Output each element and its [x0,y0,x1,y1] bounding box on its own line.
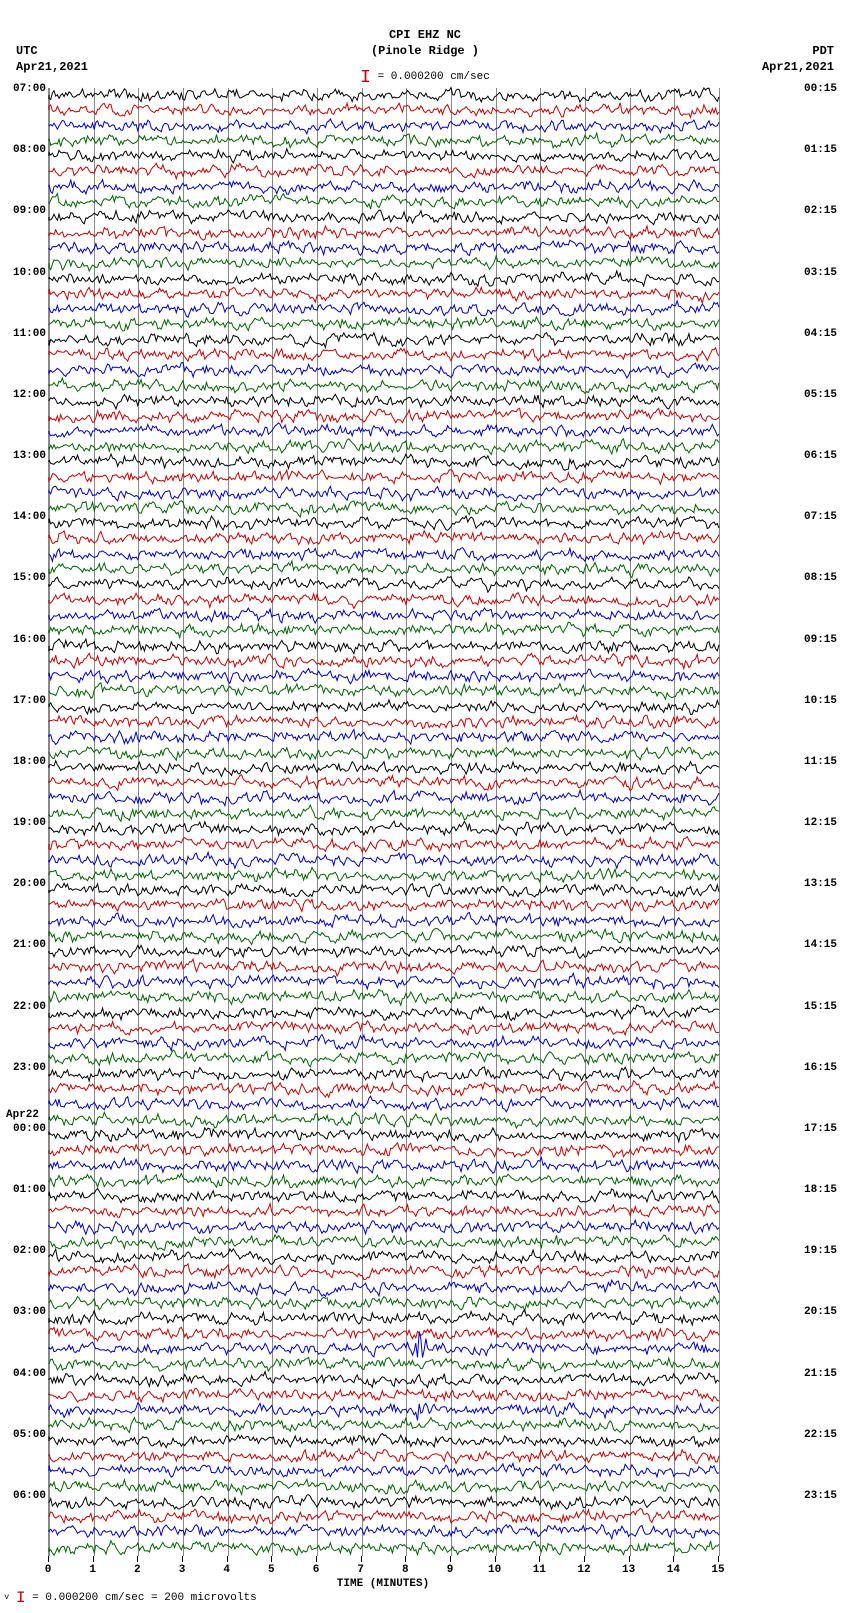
x-tick-label: 6 [313,1564,320,1576]
utc-time-label: 13:00 [2,451,46,462]
pdt-time-label: 15:15 [804,1002,848,1013]
utc-time-label: 15:00 [2,573,46,584]
pdt-time-label: 08:15 [804,573,848,584]
x-tick-label: 4 [223,1564,230,1576]
x-tick [316,1556,317,1562]
x-tick-label: 9 [447,1564,454,1576]
x-tick-label: 13 [622,1564,635,1576]
utc-time-label: 20:00 [2,879,46,890]
x-tick-label: 12 [577,1564,590,1576]
pdt-time-label: 23:15 [804,1491,848,1502]
x-tick [495,1556,496,1562]
x-tick [137,1556,138,1562]
utc-time-label: 04:00 [2,1369,46,1380]
x-tick-label: 7 [357,1564,364,1576]
day-break-label: Apr22 [6,1109,39,1121]
pdt-time-label: 14:15 [804,940,848,951]
utc-time-label: 16:00 [2,635,46,646]
utc-time-label: 00:00 [2,1124,46,1135]
x-tick-label: 1 [89,1564,96,1576]
x-tick-label: 10 [488,1564,501,1576]
x-tick [584,1556,585,1562]
pdt-time-label: 21:15 [804,1369,848,1380]
x-tick [539,1556,540,1562]
utc-time-label: 01:00 [2,1185,46,1196]
utc-time-label: 17:00 [2,696,46,707]
pdt-time-label: 13:15 [804,879,848,890]
utc-time-label: 11:00 [2,329,46,340]
footer-scale: ˅ I = 0.000200 cm/sec = 200 microvolts [4,1589,257,1607]
x-tick [405,1556,406,1562]
utc-time-label: 06:00 [2,1491,46,1502]
station-title: CPI EHZ NC [0,28,850,44]
utc-time-label: 03:00 [2,1307,46,1318]
pdt-time-label: 03:15 [804,268,848,279]
x-tick [93,1556,94,1562]
utc-time-label: 02:00 [2,1246,46,1257]
seismogram-container: UTC Apr21,2021 CPI EHZ NC (Pinole Ridge … [0,0,850,1613]
utc-time-label: 14:00 [2,512,46,523]
x-tick [450,1556,451,1562]
pdt-time-label: 01:15 [804,145,848,156]
footer-tick-icon: ˅ [4,1593,9,1603]
x-tick-label: 8 [402,1564,409,1576]
utc-time-label: 22:00 [2,1002,46,1013]
pdt-time-label: 09:15 [804,635,848,646]
footer-bar-icon: I [16,1589,26,1607]
pdt-time-label: 10:15 [804,696,848,707]
x-tick-label: 2 [134,1564,141,1576]
x-tick [629,1556,630,1562]
x-tick [673,1556,674,1562]
x-tick [48,1556,49,1562]
pdt-time-label: 16:15 [804,1063,848,1074]
utc-time-label: 18:00 [2,757,46,768]
footer-text: = 0.000200 cm/sec = 200 microvolts [32,1592,256,1604]
pdt-time-label: 17:15 [804,1124,848,1135]
x-tick-label: 15 [711,1564,724,1576]
pdt-time-label: 00:15 [804,84,848,95]
x-tick-label: 11 [533,1564,546,1576]
x-tick-label: 0 [45,1564,52,1576]
pdt-time-label: 04:15 [804,329,848,340]
x-tick-label: 5 [268,1564,275,1576]
x-tick [227,1556,228,1562]
pdt-time-label: 06:15 [804,451,848,462]
utc-time-label: 12:00 [2,390,46,401]
pdt-time-label: 20:15 [804,1307,848,1318]
pdt-tz-label: PDT [762,44,834,60]
station-subtitle: (Pinole Ridge ) [0,44,850,60]
utc-time-label: 05:00 [2,1430,46,1441]
utc-time-label: 07:00 [2,84,46,95]
pdt-time-label: 12:15 [804,818,848,829]
pdt-time-label: 22:15 [804,1430,848,1441]
pdt-time-label: 19:15 [804,1246,848,1257]
utc-time-label: 19:00 [2,818,46,829]
utc-time-label: 10:00 [2,268,46,279]
x-tick-label: 3 [179,1564,186,1576]
pdt-time-label: 11:15 [804,757,848,768]
x-tick-label: 14 [667,1564,680,1576]
utc-time-label: 08:00 [2,145,46,156]
x-tick [271,1556,272,1562]
helicorder-plot [48,88,720,1556]
header-center: CPI EHZ NC (Pinole Ridge ) [0,28,850,59]
trace-row [49,1541,719,1555]
x-tick [182,1556,183,1562]
pdt-time-label: 07:15 [804,512,848,523]
pdt-time-label: 05:15 [804,390,848,401]
x-tick [718,1556,719,1562]
utc-time-label: 21:00 [2,940,46,951]
utc-time-label: 09:00 [2,206,46,217]
pdt-time-label: 18:15 [804,1185,848,1196]
pdt-time-label: 02:15 [804,206,848,217]
grid-line [719,88,720,1556]
x-tick [361,1556,362,1562]
utc-time-label: 23:00 [2,1063,46,1074]
